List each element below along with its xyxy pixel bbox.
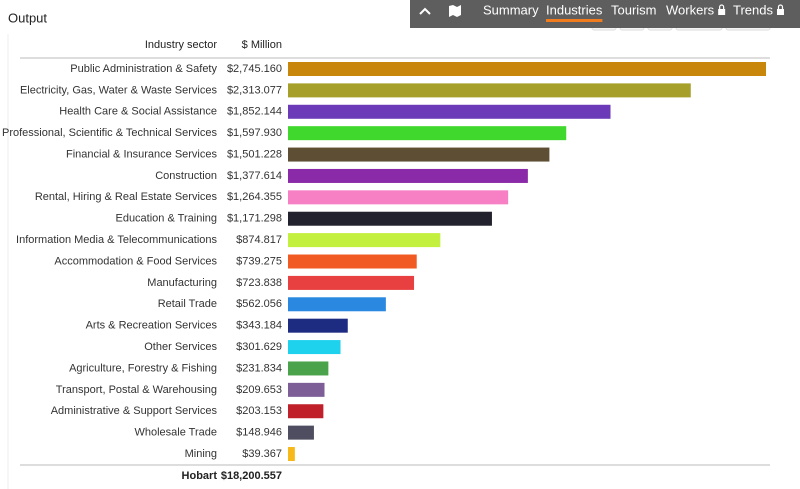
lock-icon [777,4,784,9]
lock-icon [718,9,726,15]
value-label: $739.275 [236,255,282,267]
bar [288,447,295,462]
value-label: $148.946 [236,427,282,439]
value-label: $562.056 [236,298,282,310]
total-name: Hobart [182,470,218,482]
category-label: Mining [185,448,217,460]
nav-tab[interactable]: Tourism [611,2,657,17]
category-label: Financial & Insurance Services [66,148,218,160]
bar [288,297,386,312]
category-label: Agriculture, Forestry & Fishing [69,362,217,374]
category-label: Public Administration & Safety [70,63,217,75]
total-value: $18,200.557 [221,470,282,482]
value-label: $1,501.228 [227,148,282,160]
category-label: Retail Trade [158,298,217,310]
value-label: $874.817 [236,234,282,246]
map-icon[interactable] [449,5,461,17]
value-label: $1,171.298 [227,213,282,225]
nav-tab[interactable]: Trends [733,2,773,17]
bar [288,168,528,183]
column-header: Industry sector [145,39,217,51]
bar [288,190,509,205]
bar [288,254,417,269]
category-label: Accommodation & Food Services [54,255,217,267]
value-label: $1,852.144 [227,106,282,118]
value-label: $1,264.355 [227,191,282,203]
value-label: $2,745.160 [227,63,282,75]
category-label: Professional, Scientific & Technical Ser… [2,127,218,139]
category-label: Construction [155,170,217,182]
lock-icon [776,9,784,15]
bar [288,233,441,248]
bar [288,275,415,290]
bar [288,147,550,162]
category-label: Education & Training [115,213,217,225]
bar [288,126,567,141]
nav-tab[interactable]: Summary [483,2,539,17]
value-label: $203.153 [236,405,282,417]
category-label: Electricity, Gas, Water & Waste Services [20,84,218,96]
nav-tab[interactable]: Workers [666,2,715,17]
column-header: $ Million [242,39,282,51]
active-underline [546,19,603,22]
value-label: $209.653 [236,384,282,396]
category-label: Other Services [144,341,217,353]
bar [288,382,325,397]
bar [288,340,341,355]
value-label: $343.184 [236,320,282,332]
category-label: Health Care & Social Assistance [59,106,217,118]
panel-title: Output [8,10,47,25]
category-label: Arts & Recreation Services [86,320,218,332]
category-label: Administrative & Support Services [51,405,218,417]
value-label: $2,313.077 [227,84,282,96]
category-label: Wholesale Trade [134,427,217,439]
value-label: $1,377.614 [227,170,282,182]
value-label: $39.367 [242,448,282,460]
bar [288,425,314,440]
value-label: $723.838 [236,277,282,289]
bar [288,104,611,119]
value-label: $231.834 [236,362,282,374]
value-label: $301.629 [236,341,282,353]
category-label: Transport, Postal & Warehousing [56,384,217,396]
nav-bar [410,0,800,28]
nav-tab[interactable]: Industries [546,2,603,17]
bar [288,62,766,76]
bar [288,404,324,419]
bar [288,361,329,376]
bar [288,83,691,98]
lock-icon [719,4,725,9]
category-label: Rental, Hiring & Real Estate Services [35,191,218,203]
value-label: $1,597.930 [227,127,282,139]
bar [288,211,492,226]
bar [288,318,348,333]
collapse-icon[interactable] [419,7,431,15]
category-label: Information Media & Telecommunications [16,234,217,246]
category-label: Manufacturing [147,277,217,289]
